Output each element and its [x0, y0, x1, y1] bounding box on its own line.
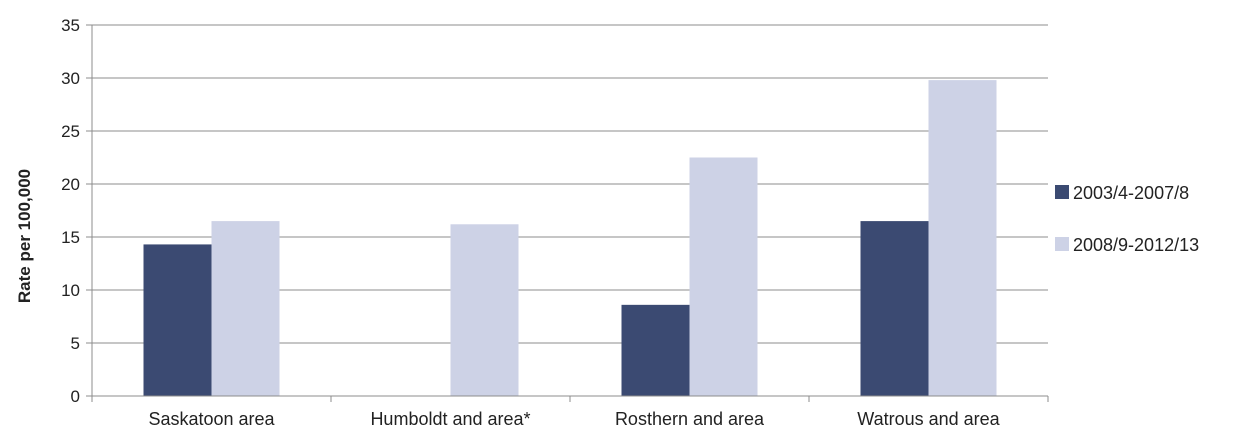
bar [211, 221, 280, 396]
bar [450, 224, 519, 396]
y-tick-label: 5 [71, 334, 80, 353]
legend-label: 2008/9-2012/13 [1073, 235, 1199, 255]
axes [86, 24, 1049, 402]
bar [621, 304, 690, 396]
y-tick-label: 25 [61, 122, 80, 141]
legend-label: 2003/4-2007/8 [1073, 183, 1189, 203]
y-tick-label: 15 [61, 228, 80, 247]
x-category-label: Watrous and area [857, 409, 1000, 429]
x-category-label: Rosthern and area [615, 409, 765, 429]
y-tick-label: 30 [61, 69, 80, 88]
bar [860, 221, 929, 396]
legend-swatch [1055, 237, 1069, 251]
bar [928, 80, 997, 397]
labels: 0 5 10 15 20 25 30 35 Saskatoon area Humboldt and… [61, 16, 1001, 429]
y-axis-title: Rate per 100,000 [15, 169, 34, 303]
y-tick-label: 10 [61, 281, 80, 300]
y-tick-label: 20 [61, 175, 80, 194]
bar [689, 157, 758, 396]
legend: 2003/4-2007/8 2008/9-2012/13 [1055, 183, 1199, 255]
bars [143, 80, 997, 397]
x-category-label: Humboldt and area* [370, 409, 530, 429]
y-tick-label: 0 [71, 387, 80, 406]
legend-swatch [1055, 185, 1069, 199]
y-tick-label: 35 [61, 16, 80, 35]
x-category-label: Saskatoon area [148, 409, 275, 429]
bar [143, 244, 212, 396]
